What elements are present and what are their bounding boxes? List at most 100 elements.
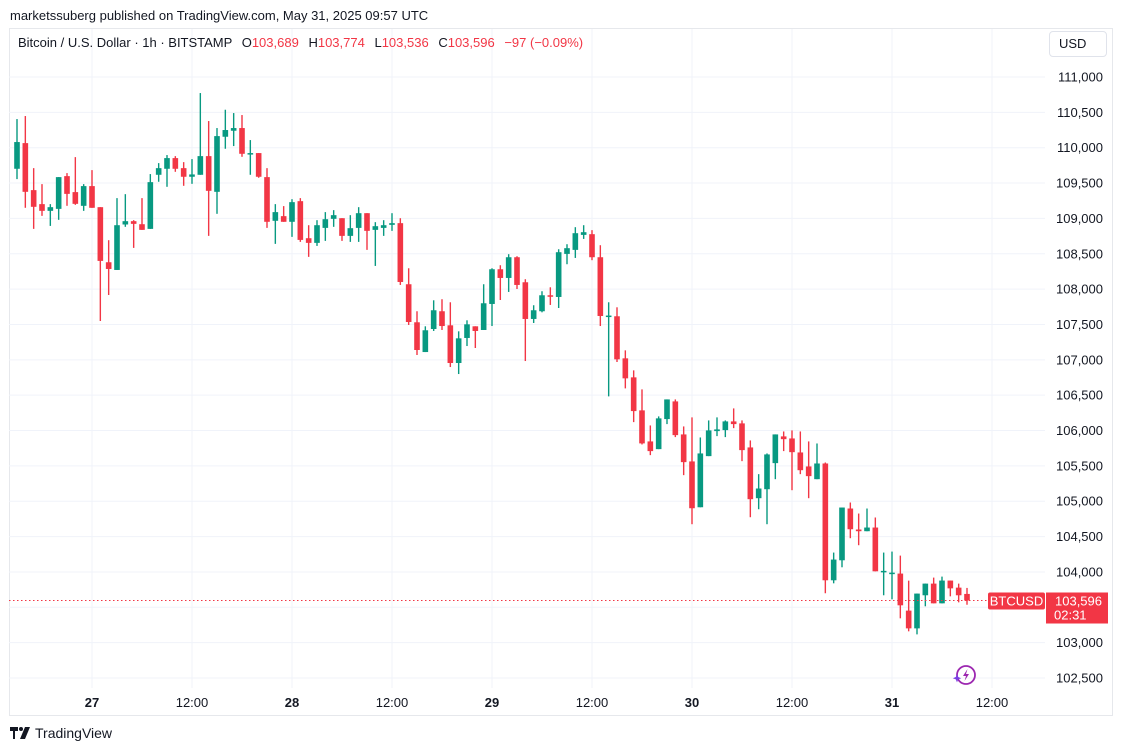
candle-body <box>705 430 712 457</box>
candle <box>855 513 862 546</box>
candle <box>664 399 670 425</box>
candle <box>430 300 437 331</box>
candle <box>297 198 304 242</box>
candle <box>114 198 120 270</box>
price-tick-label: 107,000 <box>1056 352 1103 367</box>
candle-body <box>447 325 454 364</box>
candle-body <box>155 168 162 175</box>
price-tick-label: 109,500 <box>1056 176 1103 191</box>
price-tick-label: 108,000 <box>1056 282 1103 297</box>
candle <box>230 113 237 147</box>
candle <box>589 230 595 261</box>
candle <box>372 222 379 266</box>
candle-body <box>297 201 304 240</box>
candle-body <box>714 429 720 432</box>
candle <box>80 184 87 211</box>
candle-body <box>439 311 445 327</box>
candle <box>872 517 879 572</box>
candle <box>847 502 854 539</box>
candle-body <box>397 223 404 282</box>
chart-frame <box>9 28 1113 716</box>
candle-body <box>122 221 129 225</box>
candle <box>497 265 504 301</box>
candle <box>897 555 904 619</box>
candle <box>314 220 320 246</box>
price-tick-label: 102,500 <box>1056 671 1103 686</box>
candle <box>614 307 620 363</box>
candle <box>339 218 345 241</box>
candle-body <box>764 454 770 490</box>
candle <box>464 320 470 347</box>
candle <box>730 408 737 429</box>
candle-body <box>555 252 562 297</box>
candle <box>647 425 654 456</box>
candle <box>722 420 729 438</box>
candle <box>305 225 312 257</box>
candle-body <box>130 221 137 224</box>
candle <box>814 443 820 480</box>
candle <box>930 577 937 604</box>
price-tick-label: 110,000 <box>1057 140 1103 155</box>
time-tick-label: 28 <box>285 695 299 710</box>
price-tick-label: 105,500 <box>1056 458 1103 473</box>
candle-body <box>472 326 479 331</box>
candle <box>164 155 170 187</box>
candle <box>914 593 920 635</box>
candle-body <box>630 377 637 412</box>
candle-body <box>547 295 554 297</box>
candle-body <box>455 338 462 364</box>
footer-brand: TradingView <box>10 725 112 741</box>
candle <box>14 119 20 180</box>
candle <box>205 121 212 236</box>
last-price-label: 103,596 <box>1055 594 1102 609</box>
time-tick-label: 12:00 <box>176 695 209 710</box>
candle <box>455 331 462 375</box>
candle <box>839 507 845 568</box>
candle-body <box>264 177 270 222</box>
candle-body <box>139 224 145 230</box>
candle-body <box>230 128 237 131</box>
candle-body <box>905 610 912 629</box>
currency-button[interactable]: USD <box>1049 31 1107 57</box>
candle-body <box>330 215 337 219</box>
candle <box>905 580 912 632</box>
candle-body <box>214 136 220 192</box>
candle-body <box>589 234 595 258</box>
candle <box>955 583 962 603</box>
candle-body <box>405 284 412 322</box>
candle-body <box>664 399 670 420</box>
change-value: −97 (−0.09%) <box>504 35 584 50</box>
candle <box>547 287 554 305</box>
candle-body <box>522 282 529 319</box>
candle-body <box>164 158 170 169</box>
candle <box>489 268 495 327</box>
candle-body <box>180 168 187 177</box>
lightning-sparkle-icon[interactable] <box>952 665 976 685</box>
candle-body <box>322 219 329 228</box>
price-tick-label: 106,000 <box>1056 423 1103 438</box>
candle <box>714 417 720 437</box>
candle-body <box>64 176 70 194</box>
candle <box>780 431 787 452</box>
candle-body <box>647 441 654 452</box>
candle-body <box>739 423 745 451</box>
candle-body <box>172 158 179 169</box>
candle-body <box>747 447 754 500</box>
candle <box>172 156 179 172</box>
candle-body <box>847 508 854 530</box>
candle-body <box>380 225 387 228</box>
candle <box>247 140 254 175</box>
candle-body <box>372 226 379 230</box>
candle <box>514 256 520 289</box>
candle-body <box>55 177 62 209</box>
time-axis: 27 12:00 28 12:00 29 12:00 30 12:00 31 12:00 <box>85 695 1009 710</box>
price-tick-label: 103,000 <box>1056 635 1103 650</box>
candle-body <box>839 507 845 561</box>
candle-body <box>689 461 695 509</box>
symbol-tag-label: BTCUSD <box>990 594 1043 609</box>
published-caption: marketssuberg published on TradingView.c… <box>10 8 429 23</box>
candle-body <box>497 269 504 278</box>
candle-body <box>755 488 762 499</box>
symbol-title: Bitcoin / U.S. Dollar · 1h · BITSTAMP <box>18 35 233 50</box>
